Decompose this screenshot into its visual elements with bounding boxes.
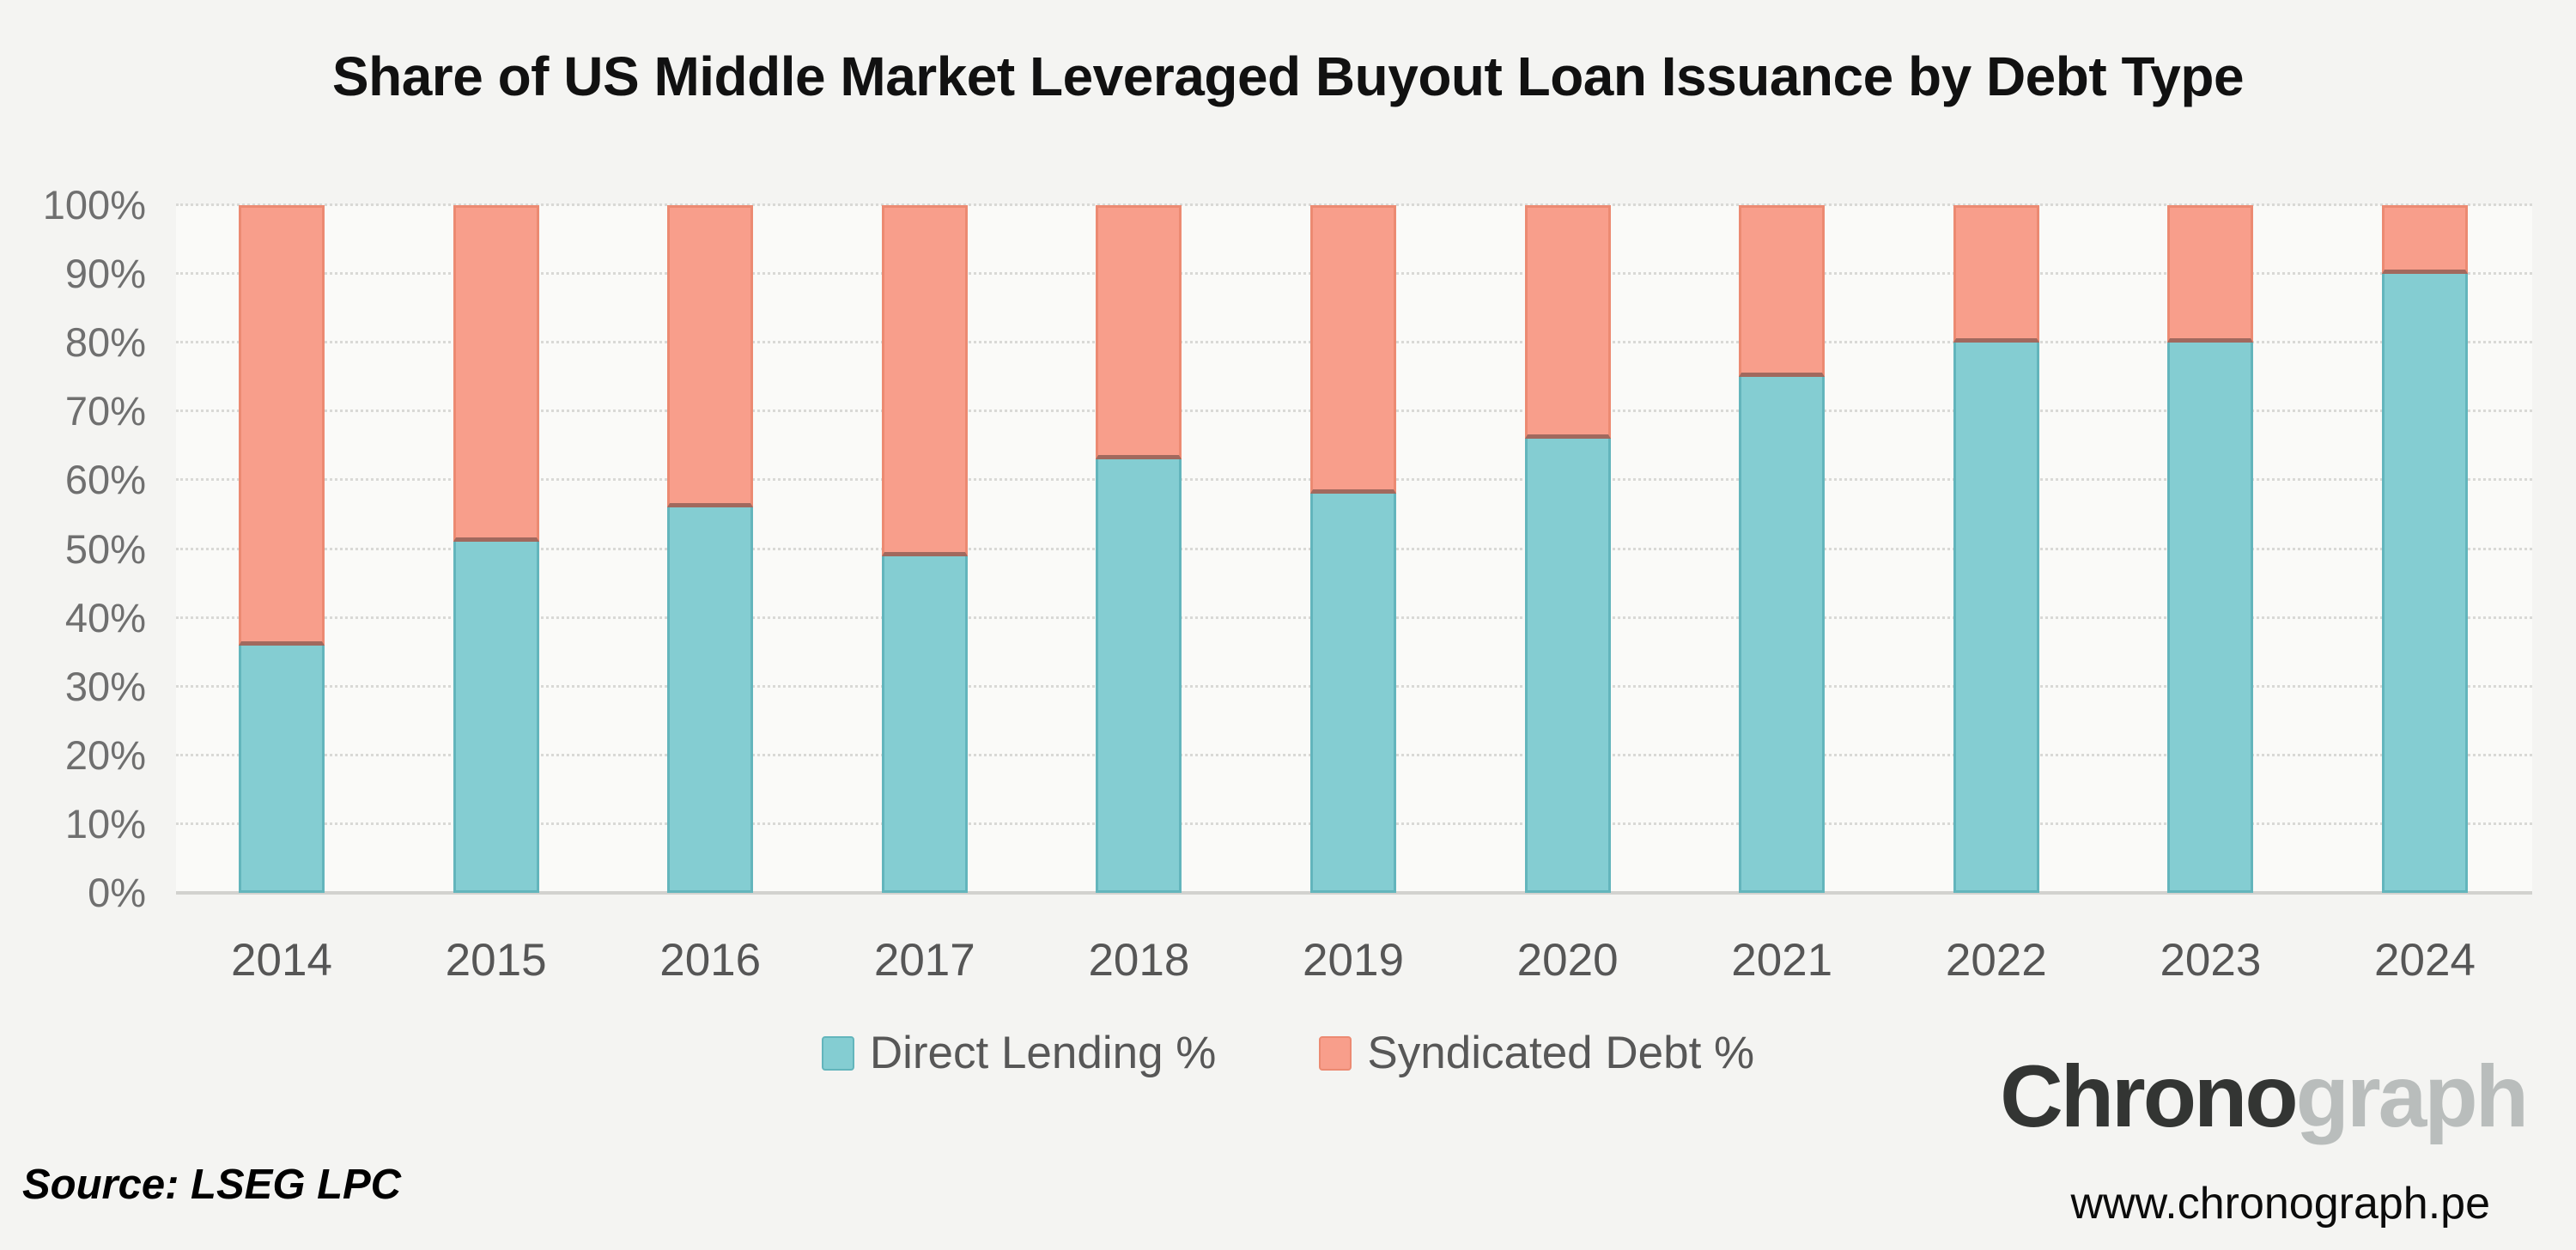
bar-2015 bbox=[453, 205, 539, 893]
y-tick-label-70: 70% bbox=[64, 388, 146, 434]
x-tick-label-2018: 2018 bbox=[1088, 935, 1190, 986]
legend-item-direct-lending: Direct Lending % bbox=[821, 1027, 1217, 1079]
y-tick-label-20: 20% bbox=[64, 731, 146, 778]
chart-legend: Direct Lending % Syndicated Debt % bbox=[0, 1027, 2576, 1079]
gridline-100 bbox=[176, 203, 2532, 206]
y-tick-label-100: 100% bbox=[42, 182, 146, 228]
bar-2022-direct-lending bbox=[1953, 343, 2039, 893]
x-axis-labels: 2014 2015 2016 2017 2018 2019 2020 2021 2022 2023… bbox=[0, 934, 2576, 994]
bar-2018-direct-lending bbox=[1096, 459, 1182, 893]
bar-2015-syndicated-debt bbox=[453, 205, 539, 543]
bar-2021 bbox=[1739, 205, 1826, 893]
x-tick-label-2023: 2023 bbox=[2160, 935, 2262, 986]
source-note: Source: LSEG LPC bbox=[22, 1162, 402, 1208]
logo-text-chrono: Chrono bbox=[2000, 1047, 2299, 1145]
y-tick-label-60: 60% bbox=[64, 457, 146, 503]
bar-2015-direct-lending bbox=[453, 542, 539, 893]
legend-label: Direct Lending % bbox=[869, 1028, 1217, 1078]
x-tick-label-2021: 2021 bbox=[1731, 935, 1833, 986]
y-tick-label-80: 80% bbox=[64, 319, 146, 366]
x-tick-label-2014: 2014 bbox=[231, 935, 332, 986]
plot-area bbox=[176, 203, 2532, 895]
y-tick-label-0: 0% bbox=[88, 870, 146, 915]
legend-item-syndicated-debt: Syndicated Debt % bbox=[1319, 1027, 1754, 1079]
bar-2020-direct-lending bbox=[1524, 439, 1611, 893]
chronograph-logo: Chronograph bbox=[2000, 1053, 2529, 1140]
bar-2014 bbox=[239, 205, 325, 893]
bar-2024-direct-lending bbox=[2382, 274, 2468, 893]
bar-2014-direct-lending bbox=[239, 645, 325, 893]
x-tick-label-2024: 2024 bbox=[2374, 935, 2476, 986]
bar-2016 bbox=[667, 205, 754, 893]
bar-2021-direct-lending bbox=[1739, 377, 1826, 893]
bar-2017 bbox=[881, 205, 968, 893]
bar-2016-direct-lending bbox=[667, 507, 754, 893]
bar-2019-direct-lending bbox=[1310, 494, 1396, 893]
chart-title: Share of US Middle Market Leveraged Buyo… bbox=[331, 46, 2245, 107]
bar-2020-syndicated-debt bbox=[1524, 205, 1611, 440]
bar-2024 bbox=[2382, 205, 2468, 893]
bar-2023 bbox=[2167, 205, 2254, 893]
bar-2018-syndicated-debt bbox=[1096, 205, 1182, 460]
bar-2020 bbox=[1524, 205, 1611, 893]
x-axis-line bbox=[176, 891, 2532, 895]
x-tick-label-2015: 2015 bbox=[445, 935, 547, 986]
legend-swatch-icon bbox=[821, 1035, 854, 1071]
bar-2023-syndicated-debt bbox=[2167, 205, 2254, 343]
y-tick-label-40: 40% bbox=[64, 594, 146, 640]
legend-label: Syndicated Debt % bbox=[1367, 1028, 1755, 1078]
bar-2016-syndicated-debt bbox=[667, 205, 754, 508]
y-axis-labels: 0% 10% 20% 30% 40% 50% 60% 70% 80% 90% 100% bbox=[0, 185, 146, 913]
bar-2019-syndicated-debt bbox=[1310, 205, 1396, 495]
y-tick-label-50: 50% bbox=[64, 525, 146, 572]
bar-2014-syndicated-debt bbox=[239, 205, 325, 646]
bar-2019 bbox=[1310, 205, 1396, 893]
bar-2023-direct-lending bbox=[2167, 343, 2254, 893]
y-tick-label-90: 90% bbox=[64, 251, 146, 297]
logo-text-graph: graph bbox=[2295, 1047, 2529, 1145]
bar-2017-syndicated-debt bbox=[881, 205, 968, 556]
bar-2022 bbox=[1953, 205, 2039, 893]
bar-2022-syndicated-debt bbox=[1953, 205, 2039, 343]
bar-2017-direct-lending bbox=[881, 555, 968, 893]
x-tick-label-2022: 2022 bbox=[1945, 935, 2047, 986]
bar-2024-syndicated-debt bbox=[2382, 205, 2468, 275]
x-tick-label-2019: 2019 bbox=[1303, 935, 1404, 986]
x-tick-label-2020: 2020 bbox=[1516, 935, 1619, 986]
legend-swatch-icon bbox=[1319, 1035, 1352, 1071]
x-tick-label-2017: 2017 bbox=[873, 935, 975, 986]
y-tick-label-10: 10% bbox=[64, 800, 146, 846]
bar-2018 bbox=[1096, 205, 1182, 893]
x-tick-label-2016: 2016 bbox=[659, 935, 762, 986]
bar-2021-syndicated-debt bbox=[1739, 205, 1826, 378]
website-url: www.chronograph.pe bbox=[2070, 1179, 2490, 1229]
y-tick-label-30: 30% bbox=[64, 663, 146, 709]
